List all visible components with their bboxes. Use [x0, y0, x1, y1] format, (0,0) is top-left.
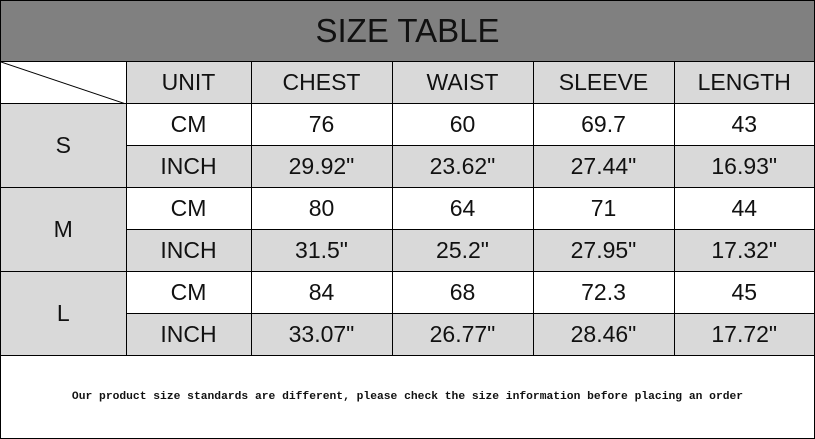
value-cell: 71 — [532, 187, 675, 230]
column-header: WAIST — [391, 62, 534, 104]
value-cell: 25.2" — [391, 229, 534, 272]
value-cell: 27.44" — [532, 145, 675, 188]
value-cell: 69.7 — [532, 103, 675, 146]
size-label: S — [1, 103, 127, 188]
value-cell: 17.72" — [673, 313, 814, 356]
value-cell: 72.3 — [532, 271, 675, 314]
value-cell: 29.92" — [250, 145, 393, 188]
value-cell: 64 — [391, 187, 534, 230]
size-label: M — [1, 187, 127, 272]
column-header: UNIT — [125, 62, 252, 104]
size-label: L — [1, 271, 127, 356]
diagonal-line — [1, 62, 126, 104]
column-header: LENGTH — [673, 62, 814, 104]
header-row: UNIT CHEST WAIST SLEEVE LENGTH — [1, 62, 814, 104]
unit-cell: CM — [125, 271, 252, 314]
table-row: L CM 84 68 72.3 45 — [1, 271, 814, 356]
value-cell: 16.93" — [673, 145, 814, 188]
footer-note: Our product size standards are different… — [71, 390, 744, 403]
table-row: INCH 31.5" 25.2" 27.95" 17.32" — [1, 229, 814, 272]
value-cell: 60 — [391, 103, 534, 146]
table-row: INCH 29.92" 23.62" 27.44" 16.93" — [1, 145, 814, 188]
value-cell: 45 — [673, 271, 814, 314]
column-header: CHEST — [250, 62, 393, 104]
value-cell: 27.95" — [532, 229, 675, 272]
value-cell: 23.62" — [391, 145, 534, 188]
value-cell: 17.32" — [673, 229, 814, 272]
table-row: M CM 80 64 71 44 — [1, 187, 814, 272]
diagonal-corner-cell — [1, 62, 127, 104]
table-row: S CM 76 60 69.7 43 — [1, 103, 814, 188]
unit-cell: INCH — [126, 145, 252, 188]
table-row: INCH 33.07" 26.77" 28.46" 17.72" — [1, 313, 814, 356]
value-cell: 80 — [250, 187, 393, 230]
value-cell: 26.77" — [391, 313, 534, 356]
value-cell: 68 — [391, 271, 534, 314]
value-cell: 43 — [673, 103, 814, 146]
unit-cell: CM — [125, 187, 252, 230]
unit-cell: INCH — [126, 313, 252, 356]
page-title: SIZE TABLE — [1, 1, 814, 62]
value-cell: 76 — [250, 103, 393, 146]
unit-cell: INCH — [126, 229, 252, 272]
value-cell: 31.5" — [250, 229, 393, 272]
column-header: SLEEVE — [532, 62, 675, 104]
value-cell: 28.46" — [532, 313, 675, 356]
unit-cell: CM — [125, 103, 252, 146]
value-cell: 33.07" — [250, 313, 393, 356]
value-cell: 84 — [250, 271, 393, 314]
size-table: UNIT CHEST WAIST SLEEVE LENGTH S CM 76 60 69.7 43 I… — [1, 62, 814, 356]
value-cell: 44 — [673, 187, 814, 230]
